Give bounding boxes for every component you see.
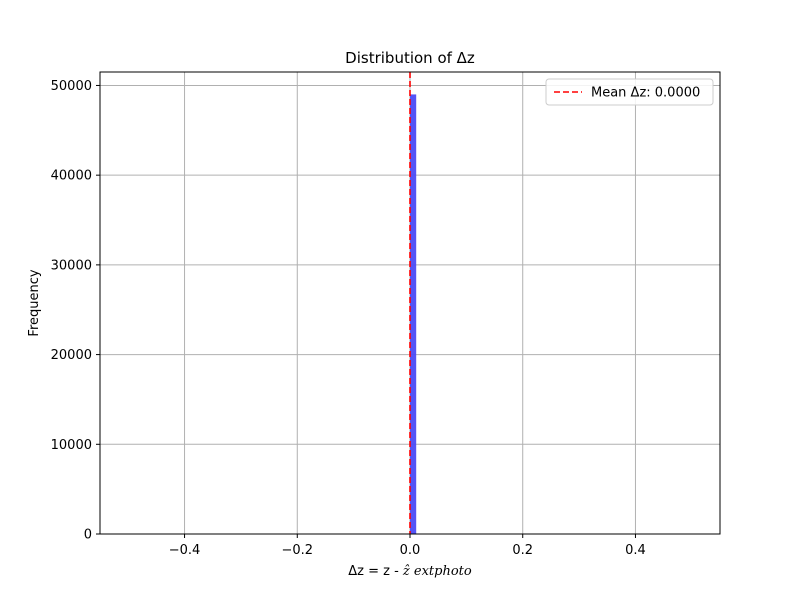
x-tick-label: 0.4 bbox=[625, 543, 646, 558]
legend-label: Mean Δz: 0.0000 bbox=[591, 86, 700, 101]
legend: Mean Δz: 0.0000 bbox=[545, 78, 714, 106]
x-axis-label: Δz = z - ẑ extphoto bbox=[100, 564, 720, 579]
x-axis-ticks: −0.4 −0.2 0.0 0.2 0.4 bbox=[169, 534, 646, 558]
x-tick-label: 0.0 bbox=[400, 543, 421, 558]
bars bbox=[410, 94, 417, 534]
chart-title: Distribution of Δz bbox=[345, 49, 475, 67]
y-tick-label: 50000 bbox=[51, 79, 92, 94]
y-axis-label: Frequency bbox=[27, 269, 42, 336]
y-tick-label: 10000 bbox=[51, 438, 92, 453]
x-axis-label-italic: ẑ extphoto bbox=[402, 564, 472, 579]
x-tick-label: −0.4 bbox=[169, 543, 201, 558]
histogram-bar bbox=[410, 94, 417, 534]
y-tick-label: 30000 bbox=[51, 258, 92, 273]
legend-box bbox=[545, 78, 714, 106]
y-axis-ticks: 0 10000 20000 30000 40000 50000 bbox=[51, 79, 100, 543]
x-axis-label-plain: Δz = z - bbox=[348, 564, 403, 579]
y-tick-label: 40000 bbox=[51, 169, 92, 184]
y-tick-label: 0 bbox=[84, 528, 92, 543]
x-tick-label: 0.2 bbox=[512, 543, 533, 558]
x-tick-label: −0.2 bbox=[281, 543, 313, 558]
y-tick-label: 20000 bbox=[51, 348, 92, 363]
